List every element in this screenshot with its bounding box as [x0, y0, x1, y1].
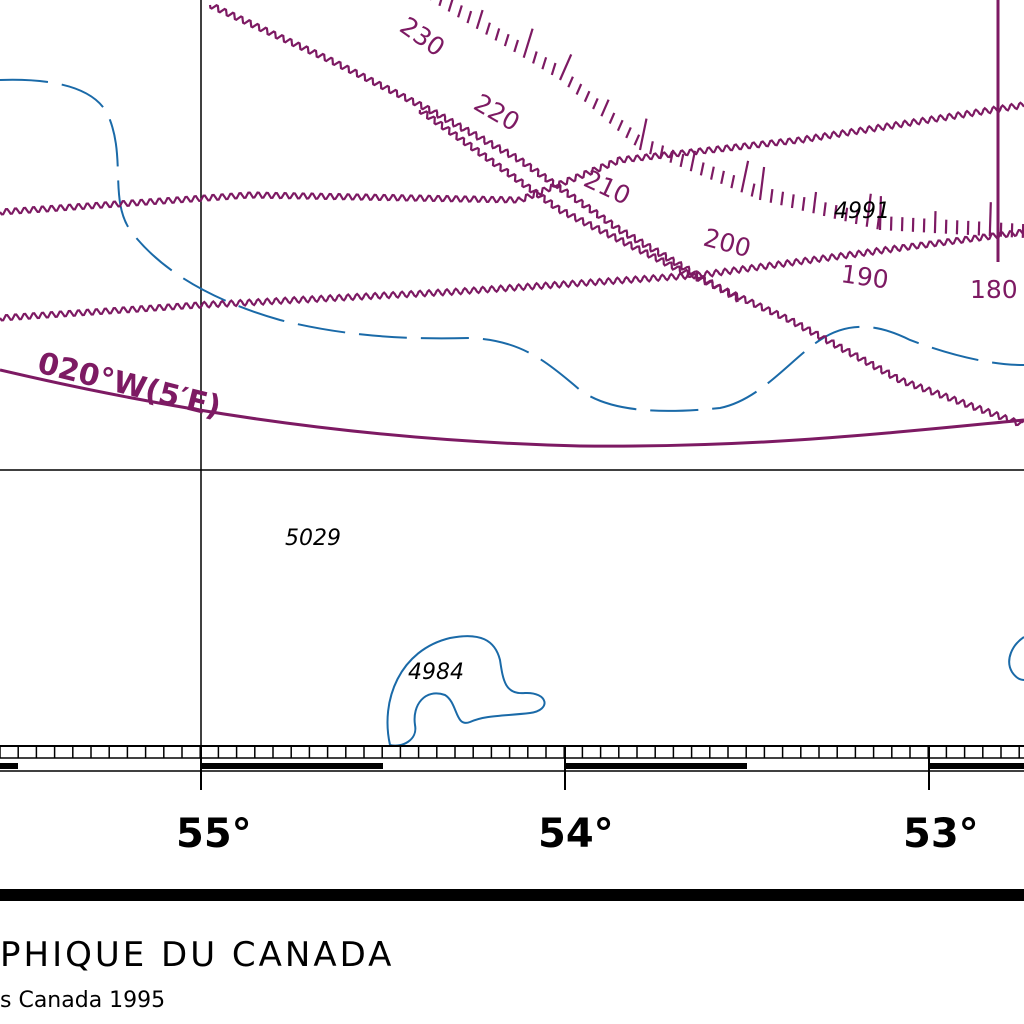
sounding-4984: 4984 — [408, 660, 464, 685]
loran-tick — [522, 28, 534, 59]
scale-bar-segment — [201, 763, 383, 769]
depth-contour-4984 — [386, 635, 546, 747]
sounding-4991: 4991 — [834, 199, 890, 224]
loran-line-middle — [0, 228, 1024, 322]
loran-tick — [750, 183, 756, 197]
loran-tick — [790, 194, 795, 209]
loran-tick — [466, 10, 473, 24]
loran-tick — [583, 90, 591, 103]
scale-bar-segment — [0, 763, 18, 769]
loran-tick — [649, 141, 654, 155]
loran-tick — [625, 126, 632, 139]
loran-tick — [710, 166, 715, 180]
loran-tick — [780, 191, 785, 206]
loran-tick — [659, 145, 665, 159]
loran-tick — [567, 76, 574, 88]
loran-tick-scale — [430, 0, 1024, 238]
sounding-5029: 5029 — [285, 526, 341, 551]
longitude-label-54: 54° — [538, 811, 614, 857]
loran-tick — [541, 56, 548, 70]
loran-tick — [616, 119, 624, 132]
loran-tick — [865, 193, 872, 227]
loran-tick — [679, 153, 685, 168]
depth-contours — [0, 78, 1024, 747]
loran-tick — [854, 210, 859, 225]
loran-tick — [740, 160, 750, 193]
footer-copyright: s Canada 1995 — [0, 988, 165, 1013]
scale-border — [0, 745, 1024, 790]
loran-tick — [730, 174, 736, 189]
loran-tick — [720, 170, 725, 185]
loran-tick — [447, 0, 454, 12]
loran-tick — [876, 215, 881, 230]
loran-tick — [438, 0, 443, 7]
isogonic-line — [0, 368, 1024, 448]
isogonic-label: 020°W(5′E) — [34, 346, 224, 425]
loran-tick — [592, 97, 599, 110]
loran-tick — [475, 9, 484, 30]
loran-tick — [600, 99, 610, 117]
loran-line-diag-a — [208, 4, 739, 303]
loran-tick — [933, 211, 937, 234]
loran-tick — [758, 166, 766, 201]
loran-tick — [833, 204, 838, 219]
loran-tick — [633, 134, 641, 146]
depth-contour-dashed — [0, 78, 1024, 412]
loran-line-diag-b — [418, 109, 1024, 427]
loran-label-220: 220 — [469, 88, 525, 137]
loran-tick — [494, 28, 501, 41]
loran-tick — [988, 202, 992, 237]
loran-label-190: 190 — [839, 259, 890, 294]
loran-tick — [503, 33, 510, 47]
loran-tick — [844, 207, 849, 222]
scale-bar-segment — [929, 763, 1024, 769]
loran-tick — [550, 62, 557, 76]
loran-label-210: 210 — [579, 164, 635, 210]
loran-line-upper — [0, 101, 1024, 216]
loran-lines — [0, 4, 1024, 427]
loran-tick — [575, 83, 583, 95]
loran-tick — [608, 112, 616, 124]
loran-tick — [689, 150, 697, 172]
loran-label-180: 180 — [970, 275, 1018, 304]
loran-tick — [513, 39, 520, 53]
loran-tick — [457, 5, 463, 18]
loran-label-230: 230 — [395, 11, 451, 62]
loran-tick — [638, 118, 648, 151]
bottom-rule — [0, 889, 1024, 901]
loran-tick — [801, 196, 806, 211]
longitude-label-53: 53° — [903, 811, 979, 857]
loran-tick — [812, 191, 818, 214]
loran-tick — [822, 202, 827, 217]
depth-contour-edge — [1008, 636, 1024, 681]
loran-tick — [669, 149, 675, 163]
loran-tick — [485, 22, 491, 35]
loran-tick — [769, 188, 774, 203]
loran-tick — [878, 196, 882, 231]
loran-tick — [532, 51, 538, 64]
scale-bar-segment — [565, 763, 747, 769]
loran-label-200: 200 — [700, 223, 754, 263]
loran-tick — [699, 162, 705, 176]
longitude-label-55: 55° — [176, 811, 252, 857]
loran-tick — [558, 53, 573, 81]
footer-title: PHIQUE DU CANADA — [0, 935, 394, 975]
